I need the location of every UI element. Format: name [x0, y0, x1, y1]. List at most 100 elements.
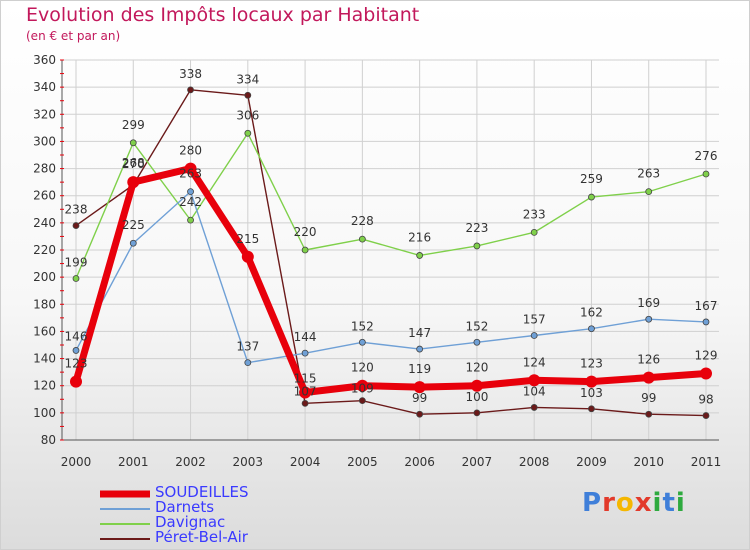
data-label-soudeilles: 124	[523, 355, 546, 369]
x-tick-label: 2003	[233, 455, 264, 469]
data-point-soudeilles	[470, 379, 483, 392]
legend-swatch	[100, 490, 150, 497]
data-point-davignac	[244, 129, 252, 137]
y-tick-label: 300	[33, 134, 56, 148]
y-tick-label: 340	[33, 80, 56, 94]
chart-subtitle: (en € et par an)	[26, 29, 121, 43]
data-point-p-ret-bel-air	[72, 222, 80, 229]
data-label-davignac: 242	[179, 195, 202, 209]
series-line-soudeilles	[72, 165, 710, 396]
legend-label: Darnets	[155, 498, 215, 516]
legend-label: Davignac	[155, 513, 226, 531]
logo-letter: r	[602, 488, 616, 518]
legend-item-davignac: Davignac	[100, 513, 320, 531]
data-label-darnets: 169	[637, 296, 660, 310]
y-tick-label: 360	[33, 53, 56, 67]
data-label-darnets: 157	[523, 313, 546, 327]
data-point-soudeilles	[700, 367, 712, 380]
data-label-soudeilles: 115	[294, 372, 317, 386]
legend-label: SOUDEILLES	[155, 483, 249, 501]
legend-label: Péret-Bel-Air	[155, 528, 248, 546]
data-label-soudeilles: 123	[580, 357, 603, 371]
data-label-davignac: 263	[637, 167, 660, 181]
y-tick-label: 220	[33, 243, 56, 257]
data-point-davignac	[588, 193, 595, 201]
data-point-davignac	[473, 242, 481, 250]
data-label-p-ret-bel-air: 100	[465, 390, 488, 404]
data-point-p-ret-bel-air	[588, 405, 595, 413]
data-label-soudeilles: 280	[179, 144, 202, 158]
data-point-soudeilles	[356, 379, 369, 392]
data-label-p-ret-bel-air: 98	[698, 393, 713, 407]
legend-item-soudeilles: SOUDEILLES	[100, 483, 320, 501]
data-point-davignac	[301, 246, 309, 254]
data-label-davignac: 216	[408, 230, 431, 244]
legend-swatch	[100, 537, 150, 540]
series-group	[70, 86, 712, 419]
series-line-p-ret-bel-air	[75, 89, 707, 417]
data-point-davignac	[645, 188, 653, 196]
data-point-soudeilles	[70, 375, 82, 388]
x-tick-label: 2002	[175, 455, 206, 469]
data-label-darnets: 144	[294, 330, 317, 344]
x-tick-label: 2006	[404, 455, 435, 469]
legend: SOUDEILLES Darnets Davignac Péret-Bel-Air	[100, 483, 320, 546]
y-tick-label: 120	[33, 379, 56, 393]
chart-title: Evolution des Impôts locaux par Habitant	[26, 4, 420, 26]
data-label-davignac: 220	[294, 225, 317, 239]
data-point-p-ret-bel-air	[473, 409, 481, 417]
data-label-p-ret-bel-air: 107	[294, 384, 317, 398]
data-label-p-ret-bel-air: 99	[641, 391, 656, 405]
data-point-soudeilles	[585, 375, 598, 388]
data-point-p-ret-bel-air	[645, 410, 653, 418]
data-point-p-ret-bel-air	[244, 91, 252, 99]
data-label-darnets: 225	[122, 218, 145, 232]
logo-letter: i	[652, 488, 663, 518]
data-point-darnets	[301, 349, 309, 357]
series-line-davignac	[75, 132, 707, 280]
data-label-davignac: 233	[523, 207, 546, 221]
data-label-soudeilles: 123	[65, 357, 88, 371]
data-point-davignac	[416, 252, 424, 259]
data-label-p-ret-bel-air: 238	[65, 203, 88, 217]
y-tick-label: 140	[33, 352, 56, 366]
data-label-davignac: 199	[65, 256, 88, 270]
data-point-darnets	[358, 338, 366, 346]
logo-letter: i	[675, 488, 686, 518]
data-point-darnets	[588, 325, 595, 333]
y-tick-label: 280	[33, 162, 56, 176]
data-point-darnets	[72, 347, 80, 354]
y-tick-label: 160	[33, 324, 56, 338]
data-label-soudeilles: 126	[637, 353, 660, 367]
data-point-soudeilles	[299, 386, 312, 399]
x-tick-label: 2000	[61, 455, 92, 469]
proxiti-logo: Proxiti	[582, 488, 686, 518]
x-tick-label: 2011	[691, 455, 722, 469]
legend-swatch	[100, 507, 150, 510]
data-label-darnets: 263	[179, 167, 202, 181]
data-label-davignac: 259	[580, 172, 603, 186]
data-point-p-ret-bel-air	[358, 397, 366, 405]
data-point-soudeilles	[127, 176, 140, 189]
data-label-soudeilles: 119	[408, 362, 431, 376]
data-point-darnets	[645, 315, 653, 323]
y-tick-label: 200	[33, 270, 56, 284]
y-tick-label: 260	[33, 189, 56, 203]
x-tick-label: 2001	[118, 455, 149, 469]
data-labels: 238 268 338 334 107 109 99 100 104 103 99 98 199 299 2…	[65, 67, 718, 407]
data-point-darnets	[187, 188, 194, 196]
data-label-soudeilles: 129	[695, 349, 718, 363]
data-point-soudeilles	[642, 371, 655, 384]
data-label-darnets: 152	[465, 319, 488, 333]
data-point-davignac	[72, 275, 80, 282]
data-label-soudeilles: 270	[122, 157, 145, 171]
data-label-darnets: 147	[408, 326, 431, 340]
data-point-davignac	[187, 216, 194, 224]
legend-item-darnets: Darnets	[100, 498, 320, 516]
logo-letter: o	[615, 488, 635, 518]
x-tick-label: 2009	[576, 455, 607, 469]
data-label-p-ret-bel-air: 109	[351, 382, 374, 396]
x-tick-label: 2008	[519, 455, 550, 469]
